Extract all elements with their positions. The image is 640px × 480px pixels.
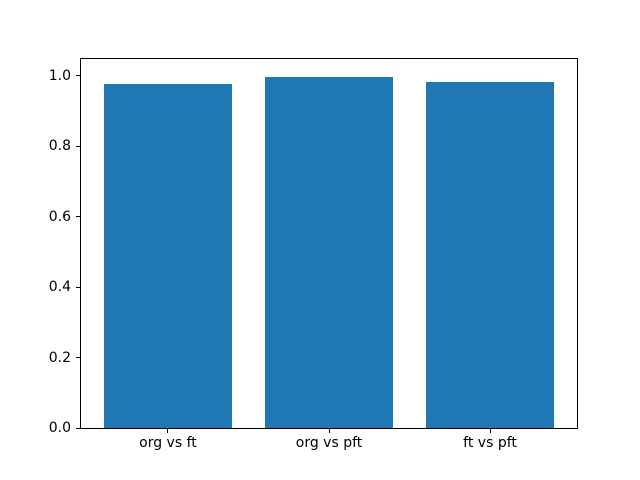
y-tick-label-5: 1.0 [48,67,71,84]
y-tick-label-2: 0.4 [48,279,71,296]
y-tick-label-1: 0.2 [48,349,71,366]
y-tick-label-3: 0.6 [48,208,71,225]
x-tick-label-0: org vs ft [139,435,197,451]
y-tick-label-0: 0.0 [48,420,71,436]
y-tick-label-4: 0.8 [48,138,71,155]
bar-0 [103,83,233,428]
plot-area: 0.0 0.2 0.4 0.6 0.8 1.0 org vs ft org vs pft ft… [49,58,578,450]
bar-2 [425,81,555,428]
y-tick-mark-1 [76,357,80,359]
bar-1 [264,76,394,428]
x-tick-label-2: ft vs pft [463,435,517,451]
x-tick-mark-2 [489,429,491,433]
y-tick-mark-5 [76,75,80,77]
y-tick-mark-4 [76,145,80,147]
x-tick-label-1: org vs pft [295,435,363,451]
y-tick-mark-0 [76,427,80,429]
x-tick-mark-0 [167,429,169,433]
y-tick-mark-2 [76,286,80,288]
y-tick-mark-3 [76,216,80,218]
x-tick-mark-1 [328,429,330,433]
